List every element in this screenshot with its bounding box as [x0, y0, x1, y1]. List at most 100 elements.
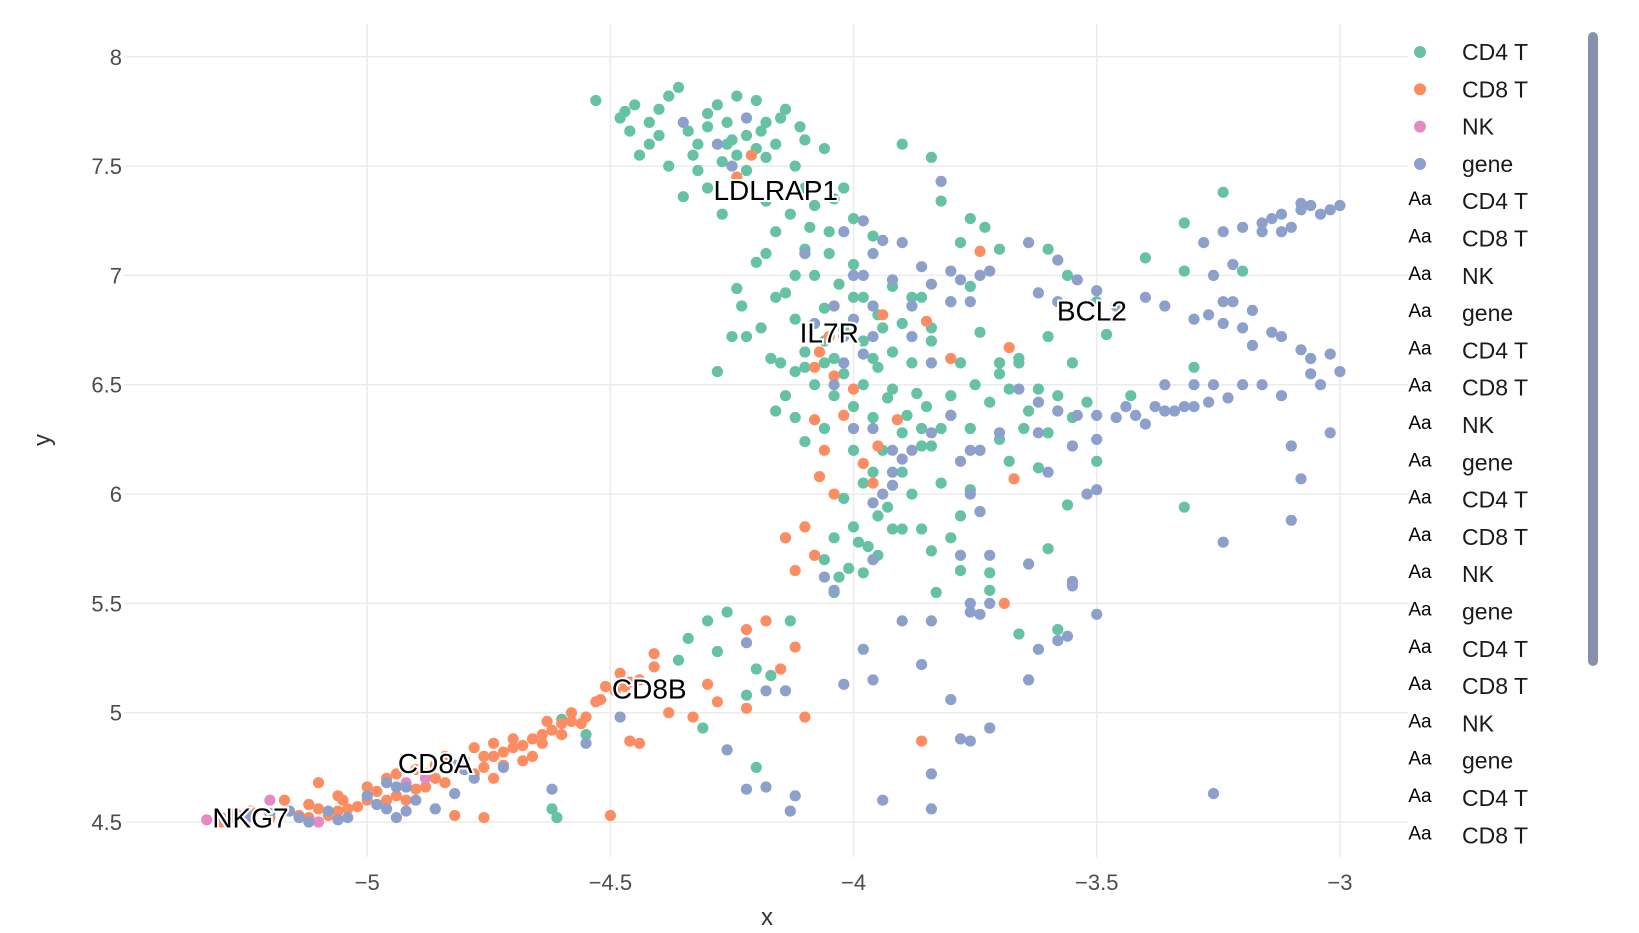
data-point: [283, 805, 295, 817]
data-point: [818, 554, 831, 566]
data-point: [740, 637, 753, 649]
data-point: [1237, 322, 1249, 334]
data-point: [1091, 285, 1103, 297]
data-point: [828, 488, 840, 500]
data-point: [1324, 427, 1336, 439]
data-point: [770, 291, 782, 303]
data-point: [682, 125, 694, 137]
data-point: [925, 615, 938, 627]
data-point: [882, 392, 894, 404]
data-point: [964, 735, 976, 747]
data-point: [556, 718, 568, 730]
data-point: [896, 317, 908, 330]
data-point: [244, 809, 257, 822]
data-point: [784, 208, 796, 220]
data-point: [789, 641, 801, 653]
data-point: [692, 138, 704, 150]
data-point: [1071, 409, 1083, 421]
data-point: [1178, 217, 1190, 229]
data-point: [716, 208, 728, 220]
gene-label: BCL2: [1057, 295, 1127, 326]
x-axis-ticks: −5 −4.5 −4 −3.5 −3: [355, 870, 1353, 895]
data-point: [1266, 326, 1278, 338]
data-point: [789, 565, 801, 577]
data-point: [1159, 379, 1171, 391]
data-point: [760, 248, 772, 260]
data-point: [1100, 328, 1113, 341]
data-point: [770, 226, 782, 238]
data-point: [410, 763, 422, 776]
data-point: [799, 521, 811, 533]
legend-scrollbar[interactable]: [1588, 32, 1598, 666]
data-point: [400, 805, 412, 817]
data-point: [711, 366, 724, 378]
data-point: [862, 540, 874, 553]
data-point: [1203, 309, 1215, 321]
data-point: [954, 237, 967, 249]
data-point: [1178, 265, 1190, 277]
data-point: [993, 427, 1006, 439]
legend-label: CD8 T: [1462, 226, 1528, 252]
grid-lines: [124, 24, 1408, 857]
data-point: [847, 291, 860, 303]
x-tick-label: −3: [1327, 870, 1352, 895]
data-point: [833, 571, 845, 583]
data-point: [809, 317, 821, 330]
data-point: [755, 125, 767, 137]
data-point: [546, 724, 558, 736]
data-point: [1110, 300, 1122, 312]
data-point: [740, 624, 753, 636]
data-point: [1066, 575, 1078, 588]
y-axis-title: y: [29, 434, 56, 446]
data-point: [653, 103, 665, 115]
legend-label: CD8 T: [1462, 822, 1528, 848]
data-point: [1130, 409, 1142, 421]
data-point: [760, 195, 772, 207]
data-point: [663, 160, 675, 172]
data-point: [1091, 433, 1103, 445]
data-point: [809, 549, 821, 561]
data-point: [954, 274, 967, 286]
data-point: [867, 248, 879, 260]
data-point: [526, 733, 539, 745]
data-point: [954, 455, 967, 467]
data-point: [945, 390, 957, 402]
data-point: [847, 213, 860, 225]
data-point: [809, 269, 821, 281]
data-point: [789, 790, 801, 802]
data-point: [916, 440, 928, 452]
data-point: [925, 278, 938, 290]
legend-key-text: Aa: [1408, 189, 1432, 210]
data-point: [964, 280, 976, 292]
data-point: [755, 322, 767, 334]
data-point: [740, 164, 753, 177]
data-point: [779, 103, 792, 115]
data-point: [731, 149, 743, 161]
data-point: [935, 175, 947, 187]
data-point: [935, 195, 947, 207]
data-point: [847, 444, 860, 456]
data-point: [809, 361, 821, 373]
data-point: [1305, 352, 1317, 365]
data-point: [954, 549, 967, 561]
data-point: [419, 772, 432, 784]
data-point: [979, 221, 991, 233]
data-point: [886, 523, 899, 535]
data-point: [1003, 383, 1015, 395]
data-point: [1110, 411, 1122, 424]
data-point: [857, 379, 869, 391]
data-point: [449, 809, 461, 822]
data-point: [633, 674, 646, 686]
legend-key-text: Aa: [1408, 562, 1432, 583]
data-point: [916, 291, 928, 303]
data-point: [697, 722, 709, 734]
data-point: [682, 632, 694, 645]
data-point: [867, 300, 879, 312]
legend-key-text: Aa: [1408, 450, 1432, 471]
data-point: [1032, 643, 1044, 655]
data-point: [877, 322, 889, 334]
data-point: [945, 265, 957, 277]
data-point: [264, 794, 276, 806]
data-point: [1052, 254, 1064, 266]
data-point: [906, 291, 918, 303]
